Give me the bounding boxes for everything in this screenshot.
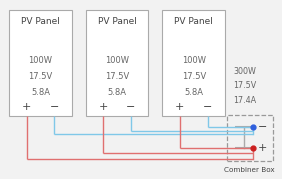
Text: +: +	[22, 102, 31, 112]
Text: 100W: 100W	[182, 56, 206, 65]
Text: 100W: 100W	[105, 56, 129, 65]
Text: +: +	[175, 102, 185, 112]
Text: 17.5V: 17.5V	[28, 72, 52, 81]
Text: −: −	[203, 102, 212, 112]
Text: 17.5V: 17.5V	[233, 81, 257, 90]
Text: PV Panel: PV Panel	[174, 17, 213, 26]
Text: 17.5V: 17.5V	[182, 72, 206, 81]
Text: PV Panel: PV Panel	[21, 17, 60, 26]
Text: PV Panel: PV Panel	[98, 17, 136, 26]
Text: 5.8A: 5.8A	[184, 88, 203, 97]
Text: +: +	[99, 102, 108, 112]
Text: 5.8A: 5.8A	[108, 88, 127, 97]
Bar	[162, 9, 225, 116]
Bar	[86, 9, 148, 116]
Text: −: −	[126, 102, 136, 112]
Text: 300W: 300W	[233, 67, 256, 76]
Text: Combiner Box: Combiner Box	[224, 167, 275, 173]
Text: 100W: 100W	[28, 56, 52, 65]
Text: +: +	[258, 143, 267, 153]
Text: −: −	[50, 102, 59, 112]
Text: 5.8A: 5.8A	[31, 88, 50, 97]
Bar	[226, 115, 272, 161]
Bar	[9, 9, 72, 116]
Text: 17.5V: 17.5V	[105, 72, 129, 81]
Text: −: −	[258, 122, 267, 132]
Text: 17.4A: 17.4A	[233, 96, 257, 105]
